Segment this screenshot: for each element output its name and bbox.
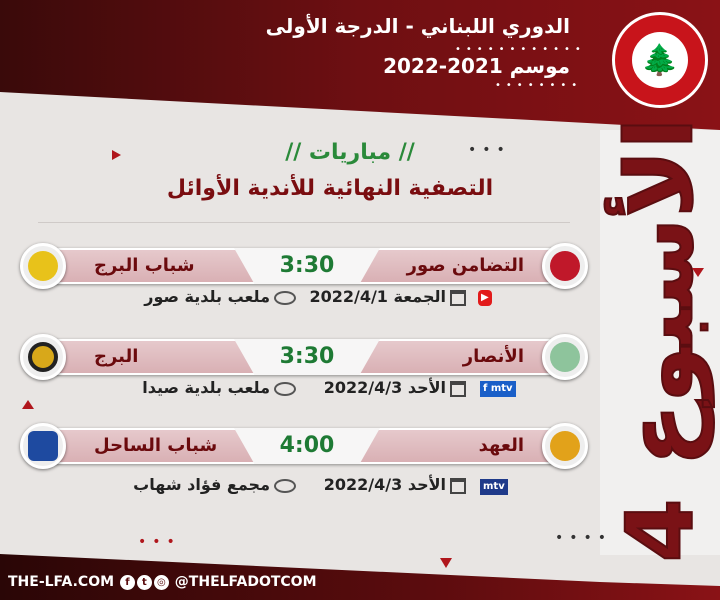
- away-team-badge: [20, 334, 66, 380]
- stadium-icon: [274, 381, 296, 396]
- away-team-badge: [20, 423, 66, 469]
- dots-divider: ••••••••••••: [455, 44, 586, 55]
- mtv-facebook-icon: f mtv: [480, 381, 516, 397]
- match-row: الأنصار 3:30 البرج: [20, 334, 588, 380]
- match-row: العهد 4:00 شباب الساحل: [20, 423, 588, 469]
- mtv-icon: mtv: [480, 479, 508, 495]
- website-link[interactable]: THE-LFA.COM: [8, 574, 115, 590]
- matches-title: // مباريات //: [285, 140, 415, 165]
- home-team-badge: [542, 334, 588, 380]
- away-team: شباب الساحل: [94, 435, 218, 456]
- twitter-icon[interactable]: t: [136, 574, 152, 590]
- kickoff-time: 3:30: [234, 339, 380, 375]
- dots-decoration: ••••: [555, 530, 613, 546]
- away-team-badge: [20, 243, 66, 289]
- divider: [38, 222, 570, 223]
- triangle-decoration: [440, 558, 452, 568]
- facebook-icon[interactable]: f: [119, 574, 135, 590]
- match-venue: مجمع فؤاد شهاب: [133, 475, 300, 494]
- social-handle[interactable]: @THELFADOTCOM: [174, 574, 317, 590]
- lebanon-fa-logo: 🌲: [612, 12, 708, 108]
- youtube-icon: ▶: [478, 290, 492, 306]
- footer: THE-LFA.COM f t ◎ @THELFADOTCOM: [8, 574, 317, 590]
- season-label: موسم 2021-2022: [383, 54, 570, 78]
- match-date: الأحد 2022/4/3: [324, 378, 470, 397]
- away-team: البرج: [94, 346, 139, 367]
- calendar-icon: [450, 477, 466, 494]
- calendar-icon: [450, 289, 466, 306]
- dots-decoration: •••: [138, 534, 181, 550]
- stadium-icon: [274, 290, 296, 305]
- league-title: الدوري اللبناني - الدرجة الأولى: [265, 14, 570, 38]
- kickoff-time: 4:00: [234, 428, 380, 464]
- away-team: شباب البرج: [94, 255, 195, 276]
- dots-divider: ••••••••: [495, 80, 583, 91]
- home-team: التضامن صور: [406, 255, 524, 276]
- home-team: الأنصار: [462, 346, 524, 367]
- match-venue: ملعب بلدية صور: [144, 287, 300, 306]
- home-team-badge: [542, 243, 588, 289]
- stage-title: التصفية النهائية للأندية الأوائل: [166, 176, 494, 201]
- stadium-icon: [274, 478, 296, 493]
- calendar-icon: [450, 380, 466, 397]
- triangle-decoration: [22, 400, 34, 409]
- instagram-icon[interactable]: ◎: [153, 574, 169, 590]
- home-team-badge: [542, 423, 588, 469]
- match-row: التضامن صور 3:30 شباب البرج: [20, 243, 588, 289]
- triangle-decoration: [112, 150, 121, 160]
- match-date: الجمعة 2022/4/1: [309, 287, 470, 306]
- match-date: الأحد 2022/4/3: [324, 475, 470, 494]
- week-number: الأسبوع 4: [606, 117, 715, 564]
- dots-decoration: •••: [468, 142, 511, 158]
- week-panel: [600, 130, 720, 555]
- triangle-decoration: [692, 268, 704, 277]
- home-team: العهد: [478, 435, 524, 456]
- cedar-icon: 🌲: [632, 32, 688, 88]
- match-venue: ملعب بلدية صيدا: [142, 378, 300, 397]
- kickoff-time: 3:30: [234, 248, 380, 284]
